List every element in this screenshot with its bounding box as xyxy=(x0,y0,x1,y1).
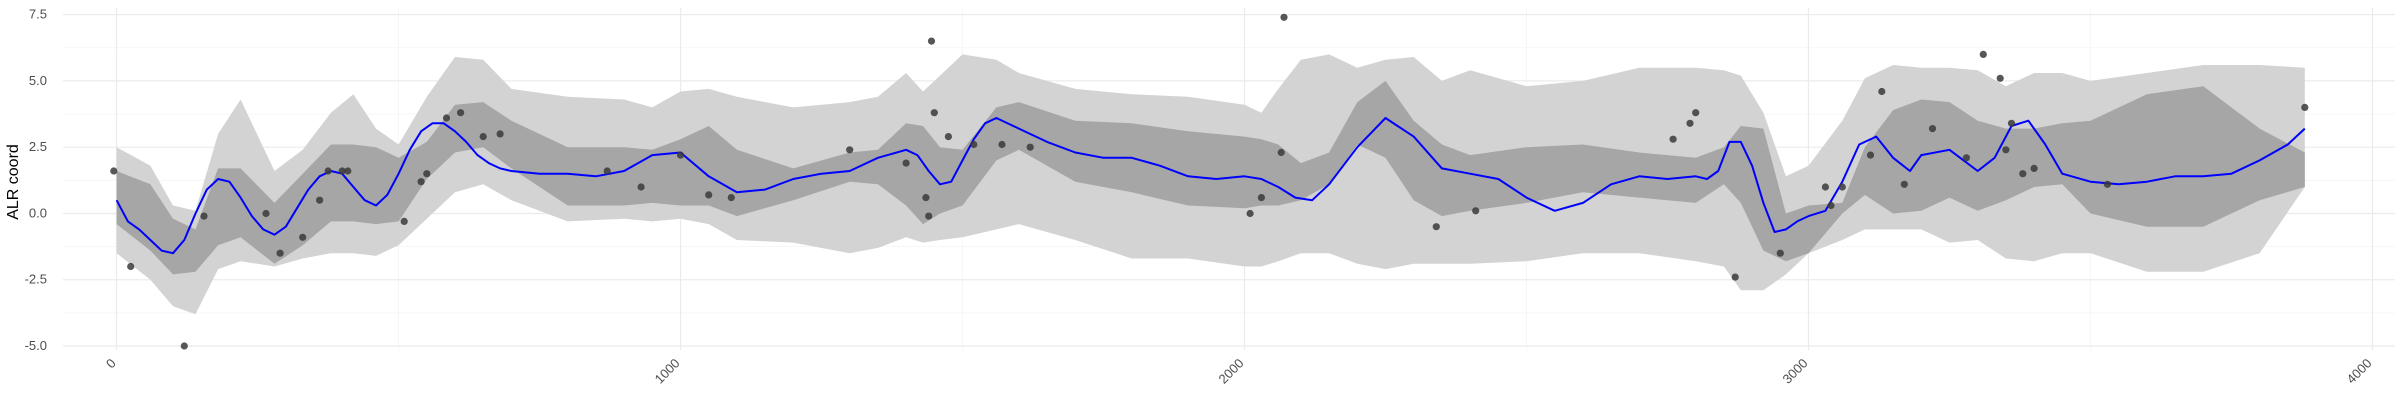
data-point xyxy=(2007,119,2016,127)
data-point xyxy=(1432,223,1440,231)
data-point xyxy=(1277,148,1285,157)
data-point xyxy=(1900,180,1908,188)
data-point xyxy=(496,130,504,138)
y-tick-label: 0.0 xyxy=(29,205,47,220)
data-point xyxy=(930,109,938,117)
y-tick-label: 2.5 xyxy=(29,139,47,154)
data-point xyxy=(1866,151,1875,159)
mean-line-path xyxy=(115,117,2306,255)
data-point xyxy=(338,167,346,175)
data-point xyxy=(200,212,208,220)
y-axis-title: ALR coord xyxy=(5,144,22,220)
data-point xyxy=(276,249,284,257)
data-point xyxy=(727,194,735,202)
x-axis-ticks: 0 1000 2000 3000 4000 xyxy=(103,356,2375,387)
data-point xyxy=(902,159,910,167)
data-point xyxy=(846,146,854,154)
data-point xyxy=(1878,87,1886,96)
data-point xyxy=(925,212,933,220)
y-tick-label: 7.5 xyxy=(29,7,47,22)
data-point xyxy=(2019,170,2027,178)
data-point xyxy=(1776,249,1784,257)
x-tick-label: 2000 xyxy=(1216,356,1247,387)
data-point xyxy=(1472,207,1480,215)
data-point xyxy=(1928,125,1937,133)
data-point xyxy=(1280,13,1288,21)
data-point xyxy=(110,167,118,175)
data-point xyxy=(479,133,487,141)
data-point xyxy=(1731,273,1739,281)
data-point xyxy=(1026,143,1034,151)
data-point xyxy=(2103,180,2111,188)
data-point xyxy=(998,140,1006,149)
points xyxy=(110,13,2309,350)
data-point xyxy=(457,109,465,117)
data-point xyxy=(1669,135,1677,143)
x-tick-label: 3000 xyxy=(1780,356,1811,387)
data-point xyxy=(344,167,352,175)
bands xyxy=(116,54,2305,315)
data-point xyxy=(2301,103,2309,111)
data-point xyxy=(637,183,645,191)
y-tick-label: -2.5 xyxy=(25,272,47,287)
y-tick-label: 5.0 xyxy=(29,73,47,88)
data-point xyxy=(299,233,307,241)
data-point xyxy=(1257,194,1265,202)
data-point xyxy=(423,170,431,178)
data-point xyxy=(1821,183,1829,191)
data-point xyxy=(400,217,408,225)
data-point xyxy=(705,191,713,199)
data-point xyxy=(324,167,332,175)
data-point xyxy=(1979,50,1987,59)
data-point xyxy=(1996,74,2004,82)
data-point xyxy=(127,262,135,271)
data-point xyxy=(417,178,425,186)
data-point xyxy=(1686,119,1694,127)
x-tick-label: 0 xyxy=(103,356,119,372)
data-point xyxy=(1962,154,1970,162)
y-axis-ticks: -5.0 -2.5 0.0 2.5 5.0 7.5 xyxy=(25,7,47,353)
data-point xyxy=(944,133,953,141)
mean-line xyxy=(115,117,2306,255)
data-point xyxy=(1838,183,1846,191)
data-point xyxy=(970,140,978,149)
y-tick-label: -5.0 xyxy=(25,338,47,353)
data-point xyxy=(2002,146,2010,154)
data-point xyxy=(262,209,270,218)
data-point xyxy=(1246,209,1254,218)
data-point xyxy=(180,342,188,350)
data-point xyxy=(1827,201,1835,210)
x-tick-label: 1000 xyxy=(652,356,683,387)
data-point xyxy=(1692,109,1700,117)
data-point xyxy=(927,37,936,45)
x-tick-label: 4000 xyxy=(2344,356,2375,387)
data-point xyxy=(2030,164,2038,172)
data-point xyxy=(442,114,451,122)
data-point xyxy=(603,167,611,175)
data-point xyxy=(316,196,324,204)
data-point xyxy=(676,151,685,159)
data-point xyxy=(922,194,930,202)
